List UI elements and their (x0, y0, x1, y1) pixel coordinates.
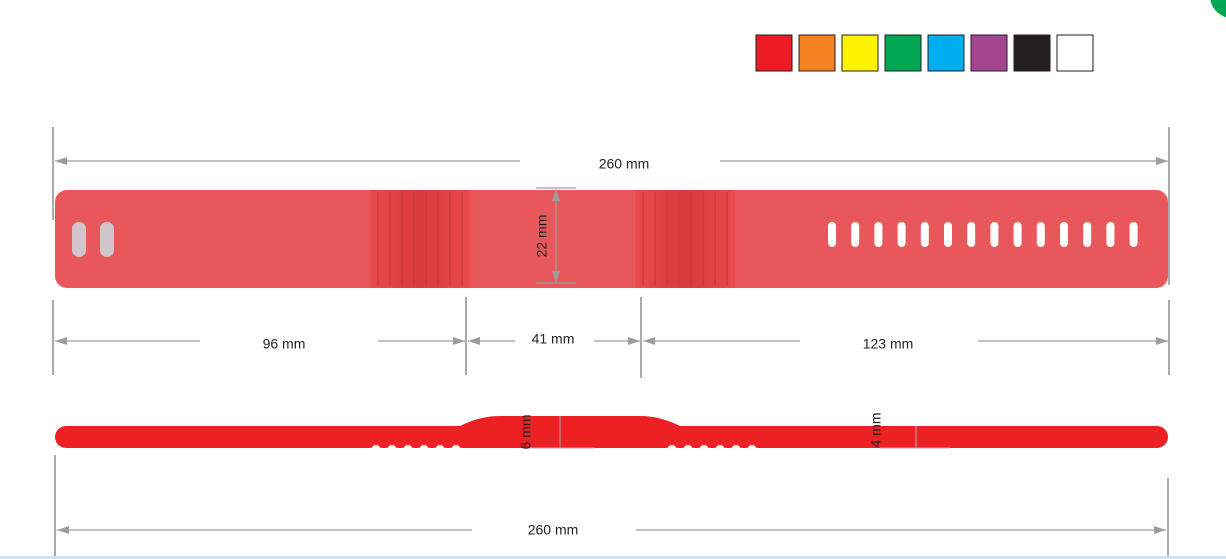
bump (451, 445, 461, 455)
dimension-label: 4 mm (868, 413, 884, 448)
color-swatch (755, 34, 793, 72)
hole (828, 222, 836, 247)
hole (1129, 222, 1138, 247)
dimension-label: 260 mm (528, 522, 579, 538)
hole (1083, 222, 1092, 247)
ribs (370, 190, 735, 288)
hole (874, 222, 883, 247)
bump (667, 445, 677, 455)
hole (944, 222, 952, 247)
rib-zone (635, 190, 735, 288)
band-top-view (55, 190, 1168, 288)
color-swatch (841, 34, 879, 72)
dimension-label: 96 mm (263, 336, 306, 352)
hole (1036, 222, 1045, 247)
hole (897, 222, 906, 247)
color-swatch (970, 34, 1008, 72)
color-swatch (1056, 34, 1094, 72)
corner-badge (1210, 0, 1226, 18)
hole (851, 222, 860, 247)
bump (731, 445, 741, 455)
bump (699, 445, 709, 455)
band-side-view (55, 416, 1168, 455)
bump (419, 445, 429, 455)
bump (747, 445, 757, 455)
dimension-label: 6 mm (518, 415, 534, 450)
dimension-label: 22 mm (534, 215, 550, 258)
hole (1013, 222, 1022, 247)
hole (1060, 222, 1068, 247)
bump (387, 445, 397, 455)
hole (920, 222, 929, 247)
color-swatches (755, 34, 1094, 72)
bump (403, 445, 413, 455)
dimension-label: 260 mm (599, 156, 650, 172)
hole (967, 222, 976, 247)
color-swatch (884, 34, 922, 72)
dimension-label: 41 mm (532, 331, 575, 347)
bump (371, 445, 381, 455)
color-swatch (1013, 34, 1051, 72)
bump (683, 445, 693, 455)
color-swatch (927, 34, 965, 72)
hole (1106, 222, 1115, 247)
adjust-holes (828, 222, 1138, 247)
dimension-label: 123 mm (863, 336, 914, 352)
bump (715, 445, 725, 455)
hole (990, 222, 999, 247)
color-swatch (798, 34, 836, 72)
rib-zone (370, 190, 470, 288)
bump (435, 445, 445, 455)
